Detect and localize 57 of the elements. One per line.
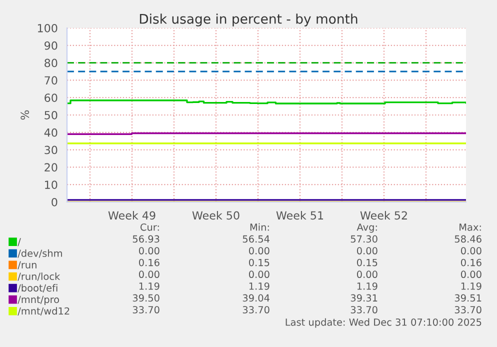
text: 1.19 [139,282,160,290]
text: 0.00 [248,247,270,254]
text: 58.46 [454,235,482,243]
y-tick-label: 100 [38,24,58,32]
text: 0.00 [460,270,482,278]
x-tick-label: Week 52 [360,211,407,220]
x-tick-label: Week 50 [192,211,240,220]
y-tick-label: 20 [44,163,58,172]
legend-label: /dev/shm [18,249,62,258]
text: 39.31 [350,294,378,302]
text: 1.19 [249,282,270,290]
text: 33.70 [132,306,160,314]
y-tick-label: 0 [52,198,58,206]
y-tick-label: 90 [44,41,58,50]
text: 33.70 [242,306,270,314]
text: 33.70 [350,306,378,314]
text: Min: [250,223,269,231]
text: 0.16 [460,258,482,266]
text: Cur: [140,223,159,231]
legend-label: /run [18,261,36,270]
legend-label: /run/lock [18,272,60,281]
text: 0.15 [248,258,270,266]
text: 0.00 [356,270,378,278]
text: 0.00 [138,270,160,278]
text: 0.00 [138,247,160,254]
text: Avg: [356,224,377,233]
text: 56.93 [132,235,160,243]
y-tick-label: 60 [44,94,58,102]
text: 39.51 [454,294,482,302]
legend-label: /mnt/wd12 [18,307,70,316]
y-tick-label: 80 [44,58,58,68]
y-tick-label: 50 [44,110,58,120]
y-tick-label: 70 [44,76,58,85]
text: 0.00 [356,247,378,254]
text: 0.16 [138,258,160,266]
text: 57.30 [350,235,378,243]
legend-label: /mnt/pro [18,296,59,306]
text: 56.54 [242,235,270,243]
text: 1.19 [357,282,378,290]
y-tick-label: 40 [44,128,58,137]
text: Max: [460,224,481,231]
text: 39.04 [242,294,270,302]
legend-label: / [18,238,21,246]
x-tick-label: Week 49 [108,211,156,220]
text: 1.19 [461,282,482,290]
chart-title: Disk usage in percent - by month [140,14,358,26]
text: 39.50 [132,294,160,302]
text: 0.00 [460,247,482,254]
x-tick-label: Week 51 [276,211,324,220]
text: Last update: Wed Dec 31 07:10:00 2025 [286,318,482,328]
text: 33.70 [454,306,482,314]
y-axis-title: % [20,110,30,120]
legend-label: /boot/efi [18,284,58,292]
text: 0.00 [248,270,270,278]
y-tick-label: 10 [45,180,58,189]
y-tick-label: 30 [44,146,58,154]
text: 0.15 [356,258,378,266]
